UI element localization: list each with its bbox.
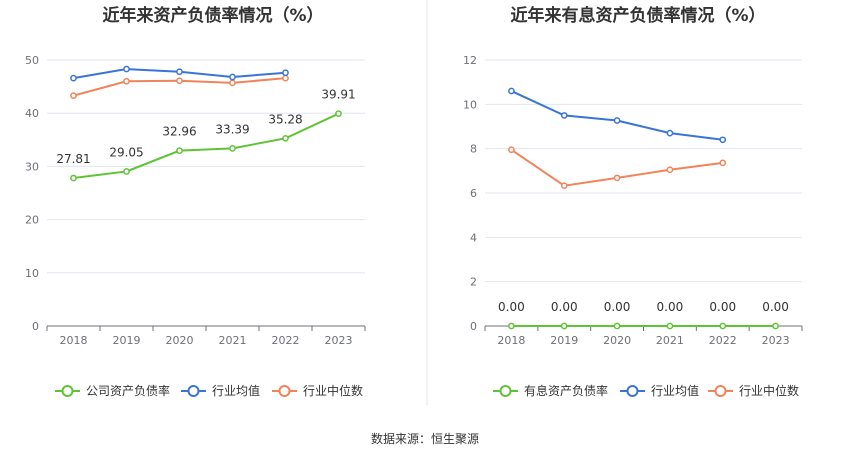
x-tick-label: 2023: [325, 334, 353, 347]
series-line: [510, 90, 723, 141]
y-tick-label: 30: [25, 160, 39, 173]
legend-swatch-marker: [499, 385, 512, 397]
legend-swatch-marker: [187, 385, 200, 397]
data-point: [560, 112, 568, 119]
legend-label: 行业中位数: [739, 383, 799, 398]
chart-title: 近年来资产负债率情况（%）: [102, 5, 323, 26]
x-tick-label: 2023: [762, 334, 790, 347]
data-point: [335, 110, 342, 118]
source-note: 数据来源：恒生聚源: [371, 431, 479, 446]
x-tick-label: 2019: [113, 334, 141, 347]
series-line: [73, 112, 339, 180]
y-tick-label: 20: [25, 214, 39, 227]
y-tick-label: 2: [470, 276, 477, 289]
data-point: [282, 134, 289, 142]
y-tick-label: 12: [463, 54, 477, 67]
data-point: [560, 182, 568, 190]
data-point: [70, 74, 77, 82]
x-tick-label: 2019: [550, 334, 578, 347]
x-tick-label: 2020: [166, 334, 194, 347]
debt-ratio-chart: 近年来资产负债率情况（%） 0 10 20 30 40 50 2018 2019 2020 202…: [25, 5, 366, 398]
data-point: [719, 136, 727, 144]
data-label: 0.00: [551, 300, 578, 314]
data-point: [613, 117, 621, 124]
y-tick-label: 10: [463, 98, 477, 111]
legend-swatch-marker: [278, 385, 291, 397]
data-point: [229, 73, 236, 81]
y-tick-label: 0: [32, 320, 39, 333]
data-point: [70, 92, 77, 99]
legend-label: 有息资产负债率: [524, 383, 608, 398]
data-label: 33.39: [215, 122, 249, 136]
data-point: [282, 69, 289, 77]
data-point: [719, 322, 727, 330]
data-point: [123, 65, 130, 73]
x-tick-label: 2021: [656, 334, 684, 347]
data-point: [560, 322, 568, 330]
data-label: 0.00: [709, 300, 736, 314]
data-label: 39.91: [321, 88, 355, 102]
legend-swatch-marker: [714, 385, 727, 397]
data-point: [123, 168, 130, 175]
legend-label: 行业均值: [651, 383, 699, 398]
data-point: [176, 147, 183, 155]
data-point: [508, 87, 515, 95]
x-tick-label: 2018: [497, 334, 525, 347]
x-tick-label: 2021: [219, 334, 247, 347]
data-label: 27.81: [56, 152, 90, 166]
data-label: 0.00: [498, 300, 525, 314]
legend-label: 行业中位数: [303, 383, 363, 398]
x-tick-label: 2022: [709, 334, 737, 347]
data-point: [229, 145, 236, 152]
data-point: [229, 79, 236, 87]
data-label: 32.96: [162, 125, 196, 139]
data-label: 0.00: [657, 300, 684, 314]
chart-title: 近年来有息资产负债率情况（%）: [510, 5, 765, 26]
data-label: 29.05: [109, 145, 143, 159]
data-label: 0.00: [604, 300, 631, 314]
y-tick-label: 6: [470, 187, 477, 200]
y-tick-label: 40: [25, 107, 39, 120]
data-label: 35.28: [268, 112, 302, 126]
data-point: [772, 322, 779, 330]
legend-label: 行业均值: [212, 383, 260, 398]
data-point: [176, 77, 183, 85]
data-point: [70, 174, 77, 182]
x-tick-label: 2020: [603, 334, 631, 347]
data-point: [613, 322, 621, 330]
data-point: [123, 77, 130, 85]
x-tick-label: 2018: [60, 334, 88, 347]
legend-swatch-marker: [626, 385, 639, 397]
x-tick-label: 2022: [272, 334, 300, 347]
legend-swatch-marker: [61, 385, 74, 397]
data-point: [666, 322, 674, 330]
y-tick-label: 10: [25, 267, 39, 280]
data-point: [508, 146, 515, 154]
y-tick-label: 8: [470, 143, 477, 156]
data-point: [176, 68, 183, 76]
data-point: [719, 159, 727, 167]
y-tick-label: 4: [470, 231, 477, 244]
legend-label: 公司资产负债率: [86, 383, 170, 398]
data-point: [666, 166, 674, 174]
y-tick-label: 0: [470, 320, 477, 333]
y-tick-label: 50: [25, 54, 39, 67]
data-point: [508, 322, 515, 330]
interest-bearing-debt-ratio-chart: 近年来有息资产负债率情况（%） 0 2 4 6 8 10 12 2018 2019 2020 202…: [463, 5, 803, 398]
data-label: 0.00: [762, 300, 789, 314]
data-point: [282, 74, 289, 82]
data-point: [666, 129, 674, 137]
data-point: [613, 174, 621, 182]
